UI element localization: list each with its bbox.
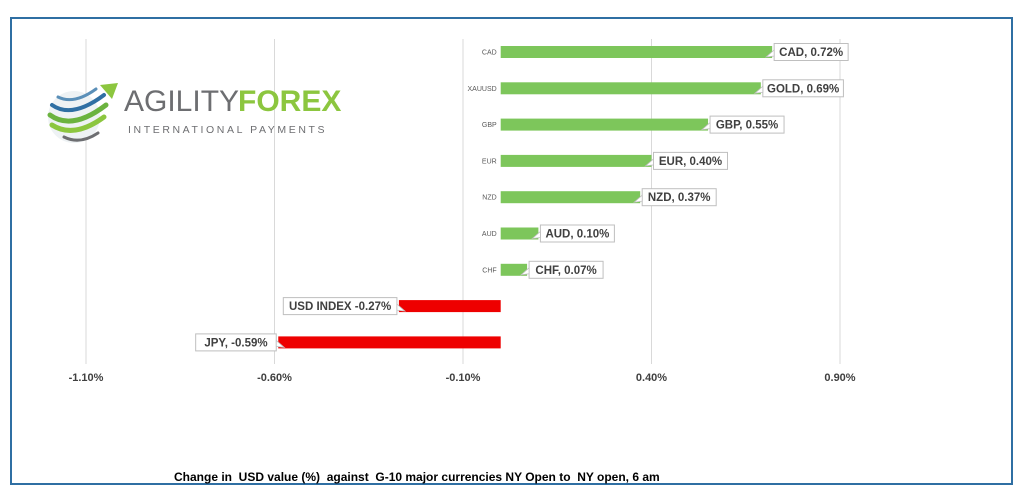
data-label: EUR, 0.40% xyxy=(659,156,722,168)
bar xyxy=(500,46,773,58)
agility-forex-logo: AGILITY FOREX INTERNATIONAL PAYMENTS xyxy=(42,77,341,157)
bar xyxy=(500,82,761,95)
x-tick-label: 0.90% xyxy=(824,372,855,384)
bar xyxy=(500,227,539,240)
x-tick-label: 0.40% xyxy=(636,372,667,384)
data-label: USD INDEX -0.27% xyxy=(289,301,391,313)
globe-arrow-icon xyxy=(47,83,118,143)
category-label: AUD xyxy=(482,231,497,238)
bar xyxy=(500,191,641,204)
logo-word-agility: AGILITY xyxy=(124,85,240,118)
category-label: XAUUSD xyxy=(468,86,497,93)
bar xyxy=(278,336,501,349)
category-label: CAD xyxy=(482,50,497,57)
data-label-pointer xyxy=(396,303,407,312)
category-label: CHF xyxy=(482,267,496,274)
data-label-pointer xyxy=(700,121,711,131)
x-tick-label: -0.60% xyxy=(257,372,292,384)
bar xyxy=(500,118,709,131)
data-label-pointer xyxy=(519,266,530,276)
data-label: JPY, -0.59% xyxy=(204,337,267,349)
data-label-pointer xyxy=(764,49,775,58)
category-label: NZD xyxy=(482,195,496,202)
chart-frame: -1.10% -0.60% -0.10% 0.40% 0.90% CAD CAD, 0.72… xyxy=(10,17,1013,485)
x-tick-label: -1.10% xyxy=(69,372,104,384)
data-label: GBP, 0.55% xyxy=(716,120,778,132)
data-label-pointer xyxy=(644,158,654,167)
data-label-pointer xyxy=(275,339,286,348)
logo-word-forex: FOREX xyxy=(238,85,342,118)
bar xyxy=(500,154,652,167)
data-label: CAD, 0.72% xyxy=(779,47,843,59)
data-label-pointer xyxy=(531,230,541,240)
chart-caption: Change in USD value (%) against G-10 maj… xyxy=(174,470,660,484)
data-label: AUD, 0.10% xyxy=(545,229,609,241)
data-label-pointer xyxy=(753,85,764,94)
x-tick-label: -0.10% xyxy=(446,372,481,384)
logo-tagline: INTERNATIONAL PAYMENTS xyxy=(128,124,328,136)
category-label: EUR xyxy=(482,158,497,165)
bar-chart: -1.10% -0.60% -0.10% 0.40% 0.90% CAD CAD, 0.72… xyxy=(69,39,856,384)
data-label-pointer xyxy=(632,194,643,203)
bar xyxy=(398,300,501,313)
category-label: GBP xyxy=(482,122,497,129)
bar xyxy=(500,263,528,276)
data-label: GOLD, 0.69% xyxy=(767,83,839,95)
data-label: CHF, 0.07% xyxy=(535,265,596,277)
data-label: NZD, 0.37% xyxy=(648,192,711,204)
